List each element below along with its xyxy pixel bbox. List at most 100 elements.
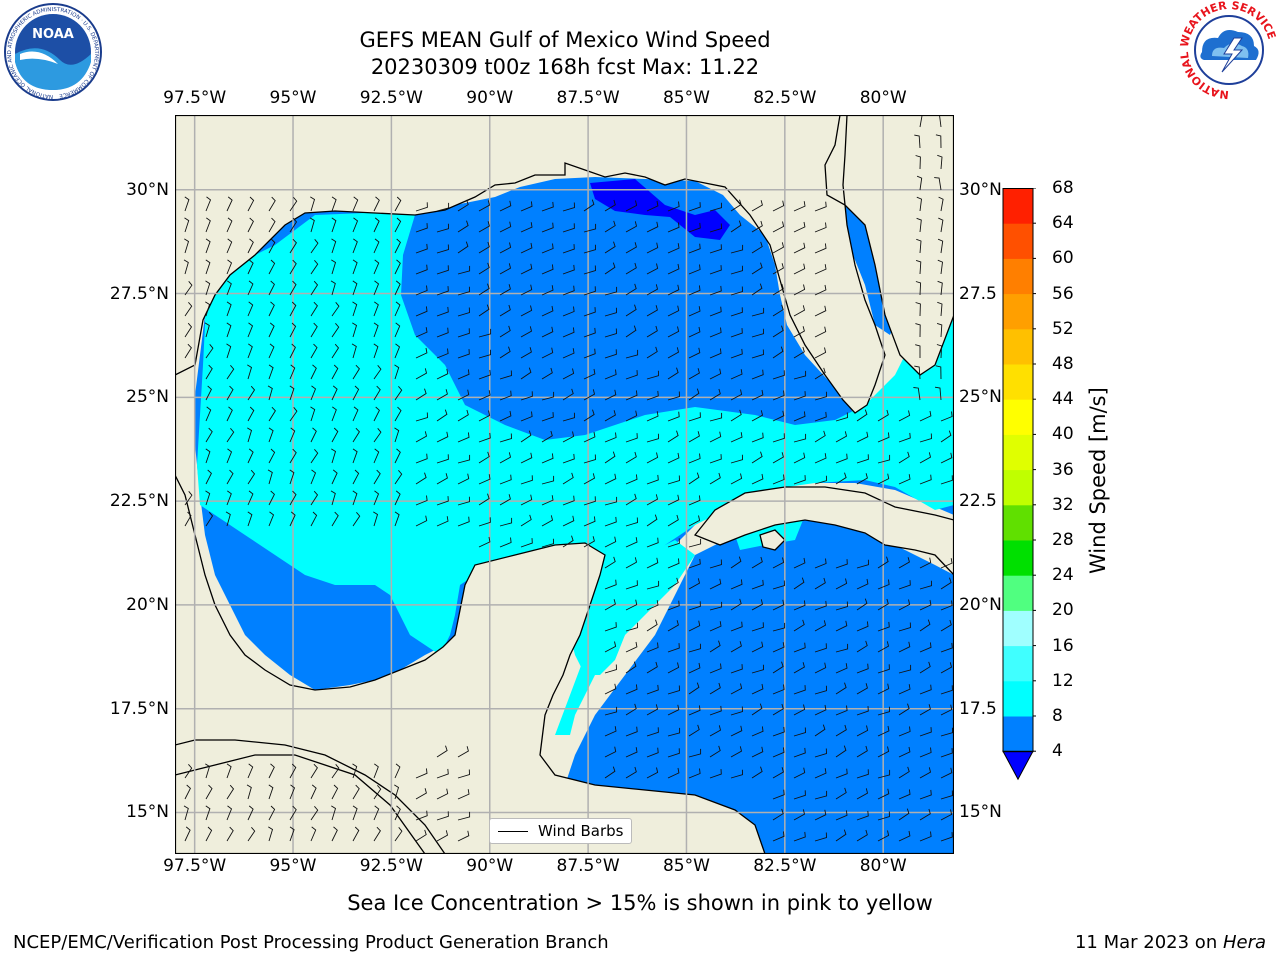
wind-barb [604, 451, 616, 464]
wind-barb [688, 388, 700, 401]
wind-barb [772, 557, 785, 569]
wind-barb [247, 259, 254, 275]
wind-barb [457, 265, 471, 275]
wind-barb [478, 410, 491, 422]
wind-barb [772, 580, 785, 590]
wind-barb [709, 640, 721, 653]
wind-barb [205, 217, 211, 233]
wind-barb [709, 285, 722, 296]
wind-barb [625, 517, 638, 527]
wind-barb [688, 748, 702, 758]
wind-barb [268, 280, 275, 296]
wind-barb [499, 346, 511, 359]
wind-barb [604, 579, 617, 590]
wind-barb [436, 788, 449, 800]
wind-barb [604, 556, 616, 569]
wind-barb [898, 410, 911, 422]
wind-barb [625, 451, 637, 464]
wind-barb [688, 662, 701, 674]
lat-tick-left: 27.5°N [109, 283, 169, 304]
wind-barb [394, 490, 401, 506]
wind-barb [940, 558, 953, 569]
lat-tick-right: 22.5 [959, 491, 997, 512]
wind-barb [793, 600, 806, 611]
wind-barb [205, 448, 211, 464]
wind-barb [289, 826, 295, 842]
wind-barb [688, 705, 701, 716]
wind-barb [667, 558, 680, 569]
wind-barb [226, 406, 233, 422]
wind-barb [709, 745, 721, 758]
wind-barb [793, 475, 806, 485]
wind-barb [898, 622, 911, 632]
wind-barb [835, 431, 848, 443]
wind-barb [226, 826, 234, 842]
wind-barb [436, 286, 449, 296]
wind-barb [772, 370, 785, 380]
wind-barb [226, 238, 233, 254]
wind-barb [856, 725, 869, 737]
wind-barb [772, 433, 785, 443]
wind-barb [331, 826, 338, 842]
wind-barb [415, 515, 428, 527]
wind-barb [436, 811, 449, 821]
wind-barb [478, 200, 491, 212]
caribbean-wind-8-12 [555, 540, 695, 735]
wind-barb [940, 577, 952, 590]
wind-barb [625, 349, 639, 359]
wind-barb [352, 406, 359, 422]
wind-barb [289, 322, 297, 338]
wind-barb [688, 326, 701, 338]
wind-barb [751, 726, 764, 737]
lon-tick-top: 95°W [269, 88, 317, 108]
wind-barb [562, 327, 575, 338]
wind-barb [877, 556, 889, 569]
wind-barb [688, 222, 701, 233]
wind-barb [730, 683, 743, 695]
wind-barb [415, 264, 428, 275]
wind-barb [373, 301, 379, 317]
wind-barb [914, 134, 921, 149]
wind-barb [709, 769, 722, 779]
wind-barb [205, 784, 213, 800]
colorbar-segment [1003, 716, 1033, 752]
wind-barb [688, 515, 701, 527]
wind-barb [709, 306, 722, 317]
wind-barb [373, 217, 380, 233]
wind-barb [646, 474, 659, 485]
wind-barb [793, 452, 806, 464]
wind-barb [935, 365, 942, 380]
wind-barb [667, 767, 680, 779]
wind-barb [625, 433, 638, 443]
wind-barb [667, 662, 680, 674]
wind-barb [520, 263, 533, 275]
wind-barb [751, 683, 764, 695]
wind-barb [772, 452, 784, 464]
wind-barb [772, 474, 785, 485]
wind-barb [289, 448, 297, 464]
wind-barb [772, 767, 784, 779]
wind-barb [268, 406, 276, 422]
wind-barb [562, 535, 574, 548]
wind-barb [772, 221, 785, 233]
wind-barb [915, 155, 921, 170]
wind-barb [937, 301, 943, 317]
wind-barb [268, 196, 276, 212]
wind-barb [415, 495, 428, 506]
wind-barb [289, 490, 297, 506]
wind-barb [247, 196, 255, 212]
wind-barb [436, 745, 448, 758]
wind-barb [835, 412, 848, 422]
wind-barb [688, 558, 701, 569]
wind-barb [877, 664, 890, 674]
wind-barb [709, 388, 721, 401]
wind-barb [541, 367, 553, 380]
wind-barb [289, 259, 297, 275]
wind-barb [415, 347, 428, 359]
wind-barb [436, 306, 449, 317]
wind-barb [289, 343, 296, 359]
wind-barb [730, 307, 743, 317]
wind-barb [562, 264, 575, 275]
wind-barb [877, 598, 889, 611]
wind-barb [604, 199, 616, 212]
